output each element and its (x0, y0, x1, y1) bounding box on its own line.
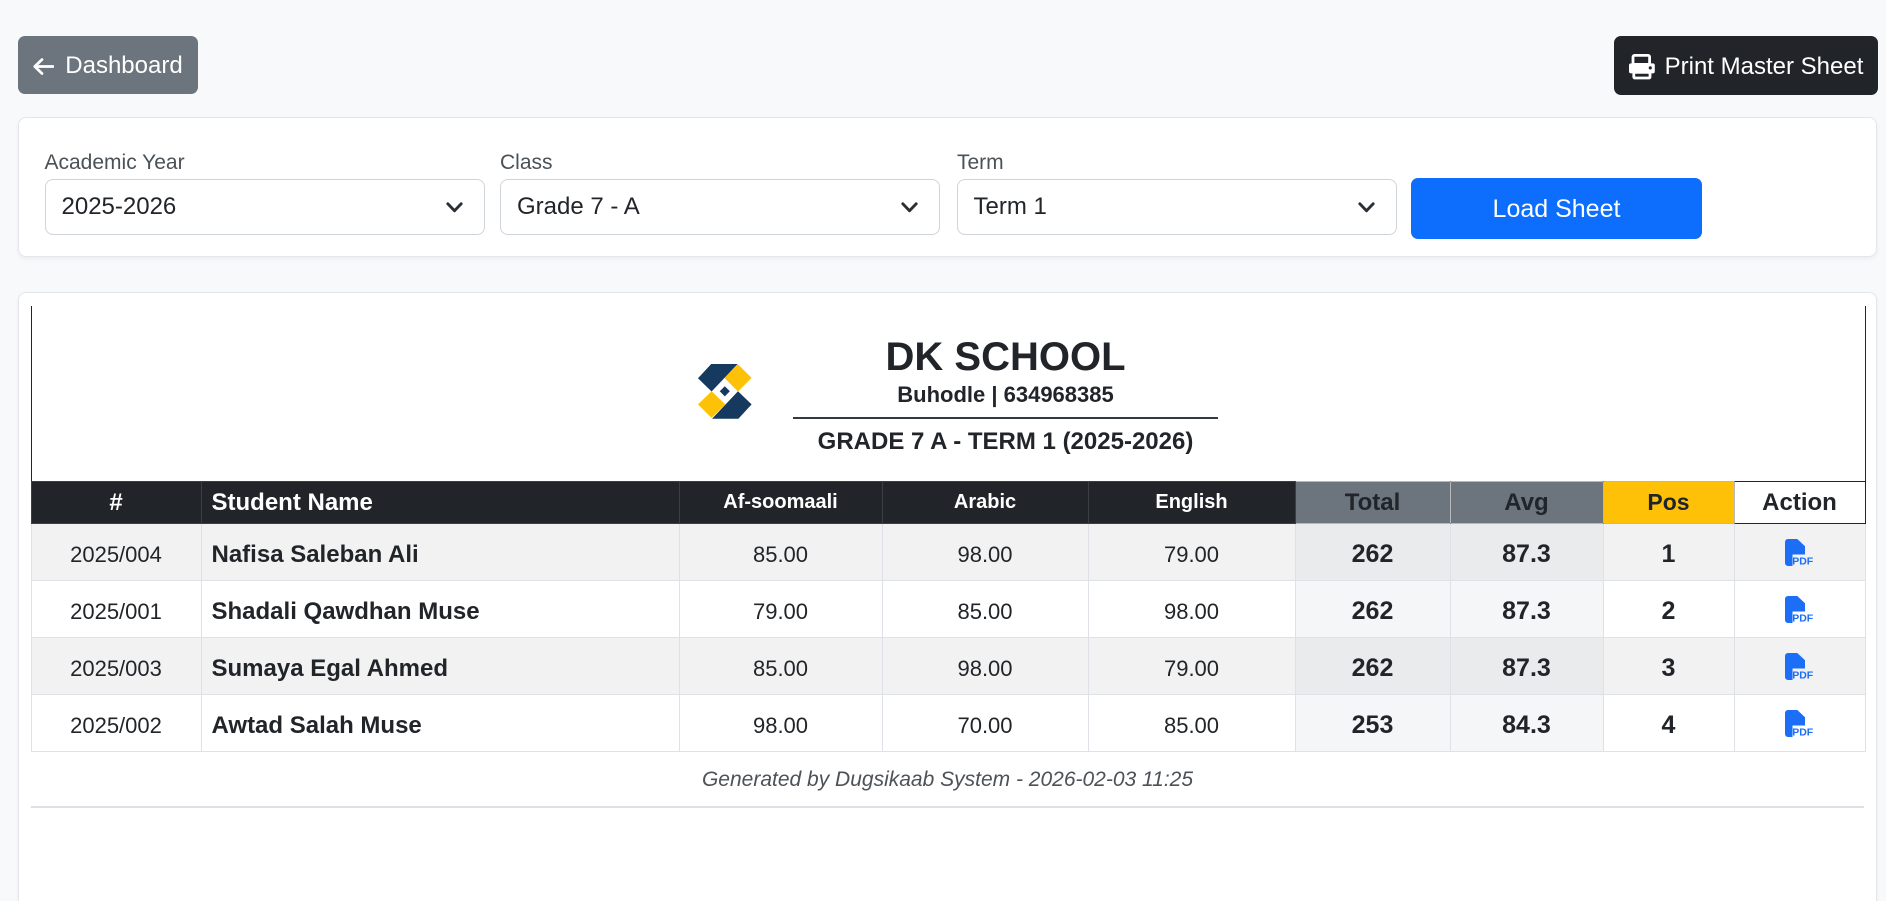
svg-text:PDF: PDF (1792, 726, 1814, 736)
svg-text:PDF: PDF (1792, 669, 1814, 679)
svg-text:PDF: PDF (1792, 555, 1814, 565)
svg-text:PDF: PDF (1792, 612, 1814, 622)
